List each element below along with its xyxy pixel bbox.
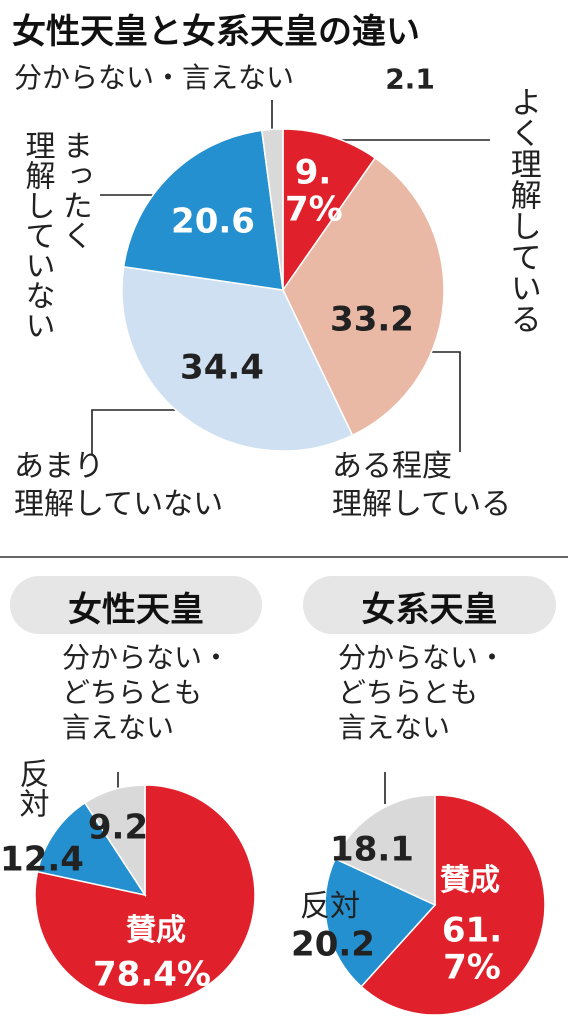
chart-title: 女系天皇: [361, 590, 498, 630]
pie-slice: [121, 265, 354, 452]
category-label: 賛成: [440, 863, 500, 898]
title-pill: [303, 576, 556, 634]
chart-title: 女性天皇と女系天皇の違い: [12, 12, 420, 52]
category-label: 分からない・ どちらとも 言えない: [62, 641, 231, 744]
leader-lines: [91, 100, 490, 804]
category-label: 反対: [13, 758, 49, 818]
value-label: 20.2: [291, 924, 375, 965]
pie-slice: [260, 128, 284, 291]
value-label: 33.2: [330, 299, 414, 340]
pie-slice: [334, 794, 436, 907]
category-label: ある程度 理解している: [332, 449, 512, 522]
value-label: 18.1: [330, 829, 414, 870]
pie-slice: [122, 129, 284, 291]
pie-slice: [282, 156, 445, 437]
value-label: 9.2: [87, 807, 149, 848]
value-label: 34.4: [180, 347, 264, 388]
value-label: 61.7%: [441, 910, 503, 988]
value-label: 20.6: [171, 201, 255, 242]
pie-slice: [36, 801, 147, 897]
chart-title: 女性天皇: [68, 590, 204, 630]
category-label: あまり 理解していない: [14, 449, 224, 522]
pie-slice: [83, 784, 146, 898]
leader-line: [420, 351, 461, 452]
pie-slice: [360, 794, 546, 1016]
pie-slice: [324, 857, 437, 988]
value-label: 12.4: [0, 839, 84, 880]
value-label: 78.4%: [93, 954, 211, 995]
category-label: まったく 理解していない: [19, 130, 93, 340]
category-label: 分からない・ どちらとも 言えない: [338, 641, 507, 744]
pie-slice: [282, 128, 377, 293]
category-label: 反対: [300, 889, 360, 924]
title-pill: [10, 576, 262, 634]
leader-line: [91, 409, 190, 455]
category-label: よく理解している: [504, 86, 541, 334]
category-label: 賛成: [126, 913, 186, 948]
value-label: 2.1: [385, 62, 435, 96]
value-label: 9.7%: [285, 152, 343, 230]
category-label: 分からない・言えない: [14, 61, 295, 94]
